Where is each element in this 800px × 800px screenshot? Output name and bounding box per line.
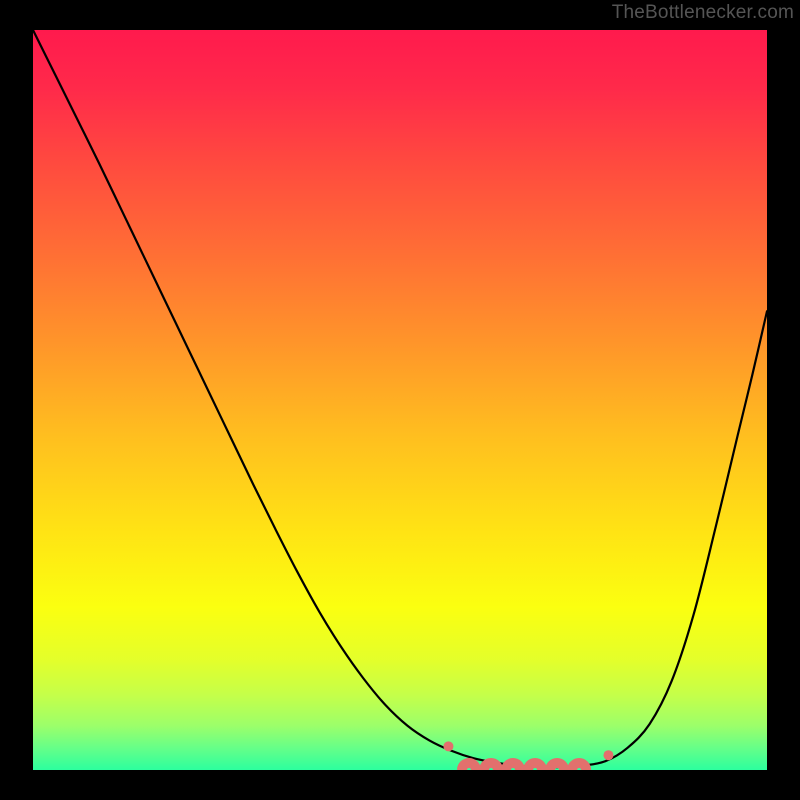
valley-bead [572,763,586,769]
valley-bead [506,763,520,770]
chart-container: TheBottlenecker.com [0,0,800,800]
valley-marker-group [443,741,613,770]
valley-bead [528,763,542,770]
valley-end-dot [603,750,613,760]
valley-bead [484,763,498,769]
bottleneck-curve [33,30,767,767]
valley-bead [462,763,476,769]
watermark-text: TheBottlenecker.com [612,2,794,24]
valley-end-dot [443,741,453,751]
plot-area [33,30,767,770]
valley-bead [550,763,564,770]
curve-layer [33,30,767,770]
